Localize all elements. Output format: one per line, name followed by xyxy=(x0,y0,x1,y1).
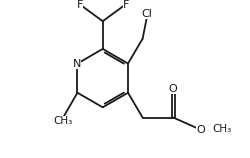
Text: O: O xyxy=(169,84,177,94)
Text: O: O xyxy=(196,125,205,135)
Text: F: F xyxy=(123,0,129,10)
Text: CH₃: CH₃ xyxy=(53,116,72,126)
Text: CH₃: CH₃ xyxy=(212,124,232,134)
Text: Cl: Cl xyxy=(142,9,152,19)
Text: F: F xyxy=(76,0,83,10)
Text: N: N xyxy=(73,58,81,69)
